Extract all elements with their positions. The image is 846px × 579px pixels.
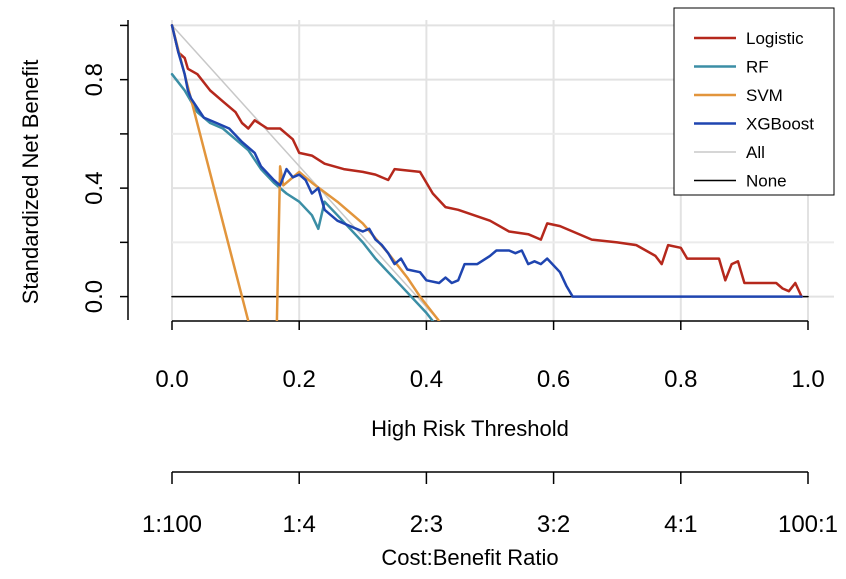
y-tick-label-0: 0.0	[81, 280, 108, 313]
legend-label-xgboost: XGBoost	[746, 115, 814, 134]
y-tick-label-1: 0.4	[81, 171, 108, 204]
y-axis-title: Standardized Net Benefit	[18, 60, 43, 305]
cost-benefit-tick-label-5: 100:1	[778, 511, 838, 538]
x-tick-label-1: 0.2	[283, 366, 316, 393]
legend: Logistic RF SVM XGBoost All None	[673, 7, 835, 196]
cost-benefit-tick-label-1: 1:4	[283, 511, 316, 538]
cost-benefit-tick-label-3: 3:2	[537, 511, 570, 538]
series-logistic-line	[170, 24, 803, 298]
x-axis-title: High Risk Threshold	[371, 416, 569, 441]
series-all-line	[171, 24, 440, 321]
x-tick-label-3: 0.6	[537, 366, 570, 393]
x-tick-label-5: 1.0	[791, 366, 824, 393]
y-tick-label-2: 0.8	[81, 63, 108, 96]
x-tick-label-0: 0.0	[155, 366, 188, 393]
legend-label-none: None	[746, 172, 787, 191]
x-tick-label-4: 0.8	[664, 366, 697, 393]
y-axis-ticks: 0.0 0.4 0.8	[81, 24, 128, 313]
legend-label-rf: RF	[746, 58, 769, 77]
series-xgboost-line	[170, 24, 803, 298]
cost-benefit-axis-title: Cost:Benefit Ratio	[381, 545, 558, 570]
cost-benefit-tick-label-2: 2:3	[410, 511, 443, 538]
series-svm-line-1	[275, 165, 441, 321]
cost-benefit-tick-label-4: 4:1	[664, 511, 697, 538]
cost-benefit-axis-ticks: 1:100 1:4 2:3 3:2 4:1 100:1	[142, 472, 838, 538]
x-tick-label-2: 0.4	[410, 366, 443, 393]
legend-label-svm: SVM	[746, 86, 783, 105]
x-axis-ticks: 0.0 0.2 0.4 0.6 0.8 1.0	[155, 321, 825, 393]
cost-benefit-tick-label-0: 1:100	[142, 511, 202, 538]
series-layer	[170, 24, 809, 321]
legend-label-logistic: Logistic	[746, 29, 804, 48]
legend-label-all: All	[746, 143, 765, 162]
series-rf-line	[170, 72, 435, 321]
